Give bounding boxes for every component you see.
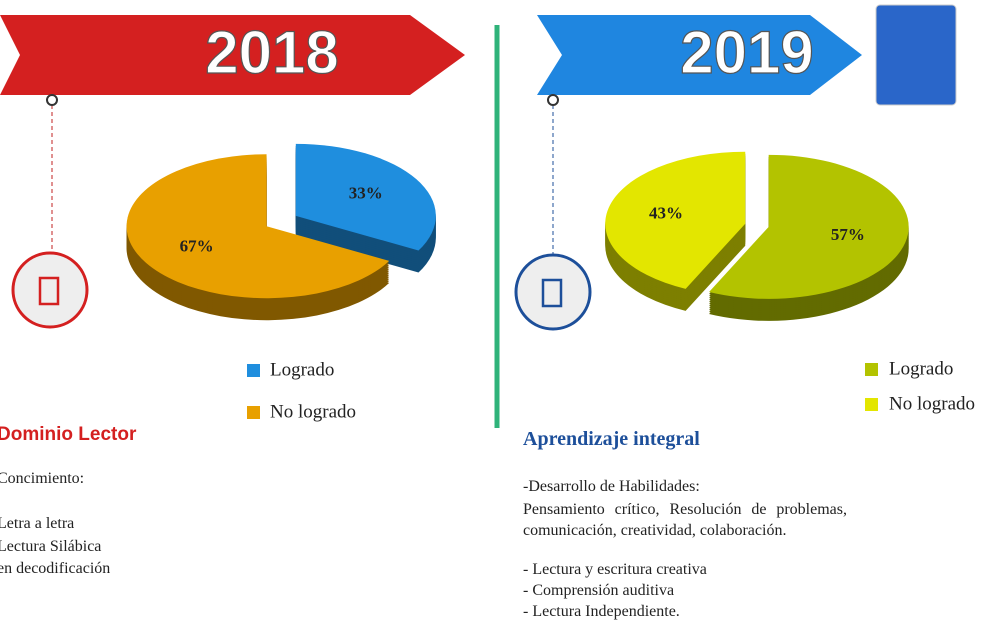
banner-year: 2019 — [680, 19, 813, 86]
data-label: 67% — [180, 236, 214, 255]
timeline-dot — [548, 95, 558, 105]
timeline-dot — [47, 95, 57, 105]
left-line: Lectura Silábica — [0, 538, 101, 556]
legend-swatch — [865, 363, 878, 376]
data-label: 57% — [831, 225, 865, 244]
right-item: - Lectura Independiente. — [523, 603, 680, 621]
legend-swatch — [247, 406, 260, 419]
right-intro: -Desarrollo de Habilidades: — [523, 478, 700, 496]
data-label: 43% — [649, 203, 683, 222]
legend-label: Logrado — [270, 359, 334, 380]
legend-label: No logrado — [889, 393, 975, 414]
left-line: en decodificación — [0, 560, 110, 578]
banner-year: 2018 — [205, 19, 338, 86]
left-line: Concimiento: — [0, 470, 84, 488]
right-heading: Aprendizaje integral — [523, 428, 700, 451]
left-heading: Dominio Lector — [0, 424, 136, 446]
data-label: 33% — [349, 183, 383, 202]
logo-icon — [876, 5, 956, 105]
legend-swatch — [865, 398, 878, 411]
legend-label: No logrado — [270, 401, 356, 422]
page: 2018 33% Logrado 67% No logrado 2019 57% Lograd… — [0, 0, 996, 618]
icon-circle — [13, 253, 87, 327]
right-item: - Lectura y escritura creativa — [523, 561, 707, 579]
icon-circle — [516, 255, 590, 329]
right-paragraph: Pensamiento crítico, Resolución de probl… — [523, 499, 847, 541]
legend-label: Logrado — [889, 358, 953, 379]
right-item: - Comprensión auditiva — [523, 582, 674, 600]
legend-swatch — [247, 364, 260, 377]
left-line: Letra a letra — [0, 515, 74, 533]
